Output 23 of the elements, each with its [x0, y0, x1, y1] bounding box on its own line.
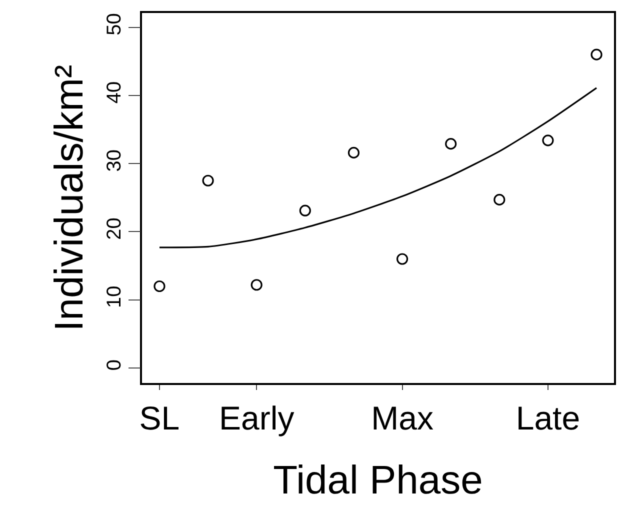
line-series: [158, 87, 598, 248]
x-tick-label: Late: [516, 399, 580, 436]
x-tick-label: Max: [371, 399, 434, 436]
point: [542, 134, 554, 146]
point: [202, 174, 214, 186]
y-tick-label: 30: [103, 149, 126, 172]
point: [299, 204, 311, 216]
point: [154, 280, 166, 292]
x-tick-label: SL: [139, 399, 180, 436]
y-tick-label: 10: [103, 286, 126, 308]
point: [396, 253, 408, 265]
point: [590, 48, 602, 60]
y-tick-label: 20: [103, 218, 126, 240]
y-axis-title: Individuals/km²: [47, 64, 92, 332]
x-tick-label: Early: [219, 399, 295, 436]
point: [348, 146, 360, 158]
x-axis-title: Tidal Phase: [273, 458, 483, 502]
point: [445, 138, 457, 150]
point: [494, 194, 506, 206]
y-tick-label: 50: [103, 13, 126, 36]
y-tick-label: 40: [103, 81, 126, 104]
y-tick-label: 0: [103, 359, 126, 371]
point: [250, 279, 262, 291]
